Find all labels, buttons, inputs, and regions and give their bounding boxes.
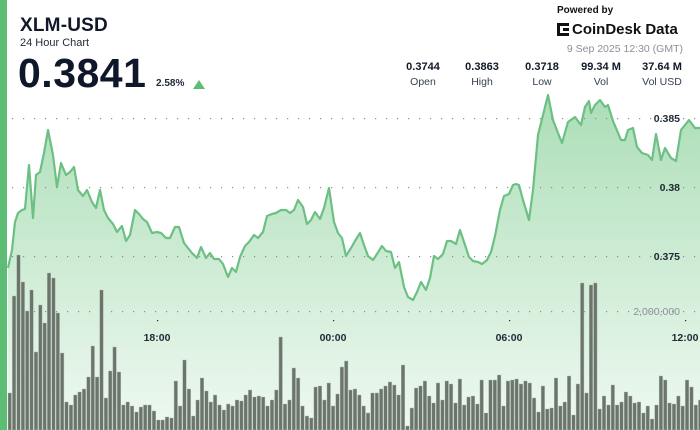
volume-tick-2m: 2,000,000: [633, 306, 680, 318]
stat-vol-usd-label: Vol USD: [642, 76, 682, 88]
stat-open-value: 0.3744: [406, 61, 440, 73]
brand-name: CoinDesk Data: [572, 21, 678, 38]
up-arrow-icon: [193, 80, 205, 89]
powered-by-label: Powered by: [557, 5, 614, 16]
pair-title: XLM-USD: [20, 15, 108, 36]
chart-subtitle: 24 Hour Chart: [20, 37, 90, 49]
stat-high-label: High: [471, 76, 493, 88]
current-price: 0.3841: [18, 50, 147, 96]
stat-vol-label: Vol: [593, 76, 609, 88]
stat-high: 0.3863 High: [452, 61, 512, 88]
y-tick-0385: 0.385: [654, 113, 680, 125]
x-tick-0000: 00:00: [320, 332, 347, 344]
timestamp: 9 Sep 2025 12:30 (GMT): [566, 43, 683, 55]
accent-bar: [0, 0, 7, 430]
stat-low: 0.3718 Low: [512, 61, 572, 88]
price-line: [6, 93, 700, 302]
stat-open-label: Open: [410, 76, 436, 88]
stat-vol-usd: 37.64 M Vol USD: [632, 61, 692, 88]
volume-bars: [7, 254, 700, 430]
coindesk-logo-icon: [557, 23, 569, 36]
x-tick-1800: 18:00: [144, 332, 171, 344]
price-change-percent: 2.58%: [156, 78, 185, 89]
x-tick-0600: 06:00: [496, 332, 523, 344]
y-axis-labels: 0.385 0.38 0.375 2,000,000: [633, 113, 680, 318]
price-area: [8, 95, 700, 430]
y-tick-038: 0.38: [660, 182, 681, 194]
y-tick-0375: 0.375: [654, 251, 680, 263]
stat-low-label: Low: [532, 76, 552, 88]
stat-high-value: 0.3863: [465, 61, 499, 73]
stat-vol-usd-value: 37.64 M: [642, 61, 682, 73]
stat-low-value: 0.3718: [525, 61, 559, 73]
stat-open: 0.3744 Open: [393, 61, 453, 88]
x-tick-1200: 12:00: [672, 332, 699, 344]
brand-logo: CoinDesk Data: [557, 21, 678, 38]
stat-vol: 99.34 M Vol: [571, 61, 631, 88]
stat-vol-value: 99.34 M: [581, 61, 621, 73]
x-axis-labels: 18:00 00:00 06:00 12:00: [144, 332, 699, 344]
